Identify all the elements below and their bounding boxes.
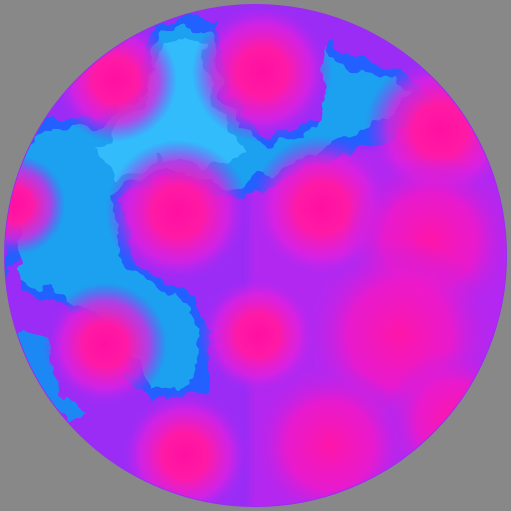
pink-blob bbox=[198, 275, 318, 395]
disc-edge bbox=[4, 4, 507, 507]
pink-blob bbox=[106, 140, 250, 284]
water-light bbox=[95, 40, 250, 180]
pink-blob bbox=[43, 283, 167, 407]
pink-blob bbox=[4, 155, 65, 255]
pink-blob bbox=[192, 4, 332, 142]
pink-blob bbox=[53, 18, 177, 142]
